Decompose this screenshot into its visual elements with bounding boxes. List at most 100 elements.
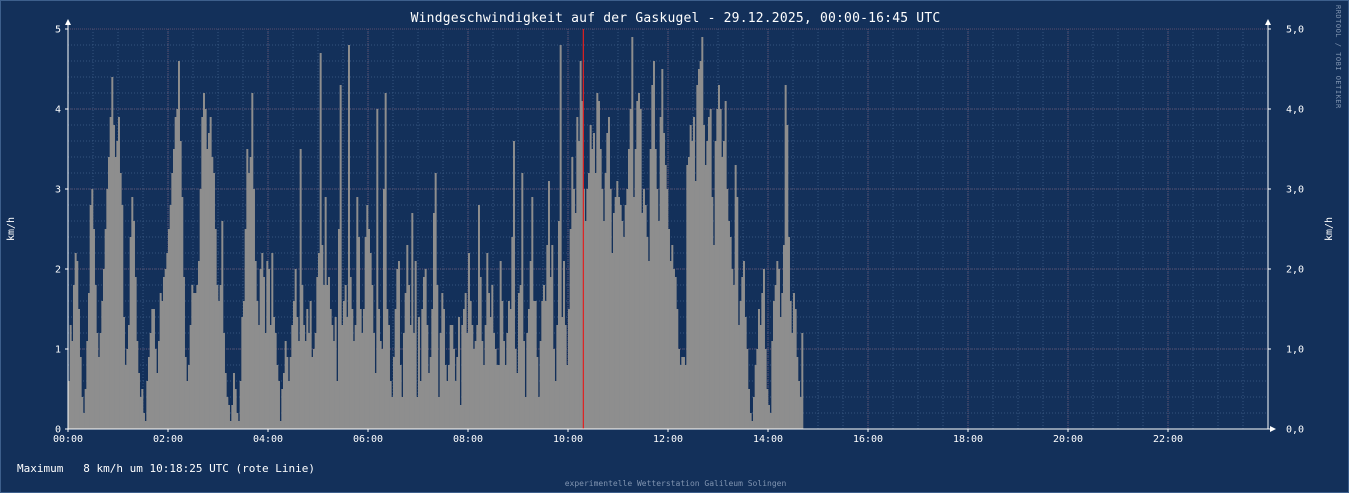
wind-bar — [179, 141, 182, 429]
wind-bar — [528, 309, 530, 429]
wind-bar — [711, 197, 714, 429]
wind-bar — [769, 413, 772, 429]
wind-bar — [196, 285, 199, 429]
wind-bar — [88, 293, 90, 429]
wind-bar — [759, 325, 762, 429]
wind-bar — [298, 341, 300, 429]
y-tick-left-label: 0 — [55, 425, 61, 436]
wind-bar — [589, 125, 592, 429]
wind-bar — [276, 365, 279, 429]
wind-bar — [119, 173, 122, 429]
wind-bar — [274, 333, 277, 429]
wind-bar — [178, 61, 180, 429]
wind-bar — [556, 325, 559, 429]
wind-bar — [611, 253, 614, 429]
wind-bar — [583, 189, 585, 429]
wind-bar — [141, 389, 144, 429]
wind-bar — [308, 333, 310, 429]
wind-bar — [391, 397, 394, 429]
wind-bar — [334, 317, 337, 429]
wind-bar — [519, 285, 522, 429]
wind-bar — [586, 189, 589, 429]
wind-bar — [133, 221, 135, 429]
y-axis-right-arrow — [1265, 19, 1271, 25]
wind-bar — [146, 381, 149, 429]
wind-bar — [739, 301, 742, 429]
wind-bar — [413, 333, 415, 429]
wind-bar — [279, 421, 282, 429]
wind-bar — [493, 333, 495, 429]
wind-bar — [698, 69, 700, 429]
wind-bar — [749, 413, 752, 429]
wind-bar — [458, 317, 460, 429]
wind-bar — [791, 333, 794, 429]
wind-bar — [293, 301, 295, 429]
wind-bar — [626, 189, 629, 429]
wind-bar — [301, 285, 304, 429]
wind-bar — [753, 397, 755, 429]
x-tick-label: 22:00 — [1153, 434, 1183, 445]
wind-bar — [729, 237, 732, 429]
wind-bar — [216, 285, 219, 429]
wind-bar — [578, 141, 580, 429]
wind-bar — [213, 173, 215, 429]
wind-bar — [68, 381, 70, 429]
y-axis-title-right: km/h — [1324, 217, 1335, 241]
wind-bar — [303, 325, 305, 429]
wind-bar — [603, 221, 605, 429]
wind-bar — [464, 293, 467, 429]
wind-bar — [156, 373, 159, 429]
wind-bar — [439, 333, 442, 429]
wind-bar — [71, 341, 74, 429]
wind-bar — [381, 349, 384, 429]
wind-bar — [446, 381, 449, 429]
wind-bar — [606, 133, 609, 429]
wind-bar — [99, 333, 102, 429]
wind-bar — [403, 333, 405, 429]
wind-bar — [333, 341, 335, 429]
wind-bar — [459, 405, 462, 429]
wind-bar — [499, 261, 502, 429]
wind-bar — [483, 365, 485, 429]
wind-bar — [164, 269, 167, 429]
wind-bar — [211, 157, 214, 429]
wind-bar — [509, 309, 512, 429]
wind-bar — [94, 285, 97, 429]
wind-bar — [546, 245, 549, 429]
wind-bar — [574, 213, 577, 429]
wind-bar — [319, 53, 322, 429]
wind-bar — [421, 309, 424, 429]
wind-bar — [438, 397, 440, 429]
wind-bar — [191, 285, 194, 429]
y-tick-left-label: 4 — [55, 105, 61, 116]
wind-bar — [636, 101, 639, 429]
wind-bar — [743, 261, 745, 429]
wind-bar — [321, 245, 324, 429]
wind-bar — [109, 117, 112, 429]
wind-bar — [621, 221, 624, 429]
wind-bar — [736, 197, 739, 429]
wind-bar — [138, 373, 140, 429]
wind-bar — [238, 421, 240, 429]
wind-bar — [758, 309, 760, 429]
y-tick-right-label: 1,0 — [1286, 345, 1304, 356]
wind-bar — [354, 325, 357, 429]
wind-bar — [489, 317, 492, 429]
wind-bar — [379, 341, 382, 429]
x-tick-label: 16:00 — [853, 434, 883, 445]
wind-bar — [86, 341, 89, 429]
wind-bar — [558, 221, 560, 429]
wind-bar — [686, 165, 689, 429]
wind-bar — [236, 413, 239, 429]
wind-bar — [579, 61, 582, 429]
wind-bar — [139, 397, 142, 429]
wind-bar — [194, 293, 197, 429]
wind-bar — [108, 157, 110, 429]
maximum-text: 8 km/h um 10:18:25 UTC (rote Linie) — [83, 462, 316, 475]
wind-bar — [551, 245, 554, 429]
wind-bar — [599, 149, 602, 429]
wind-bar — [143, 413, 145, 429]
wind-bar — [251, 93, 254, 429]
wind-bar — [369, 253, 372, 429]
wind-bar — [224, 373, 227, 429]
